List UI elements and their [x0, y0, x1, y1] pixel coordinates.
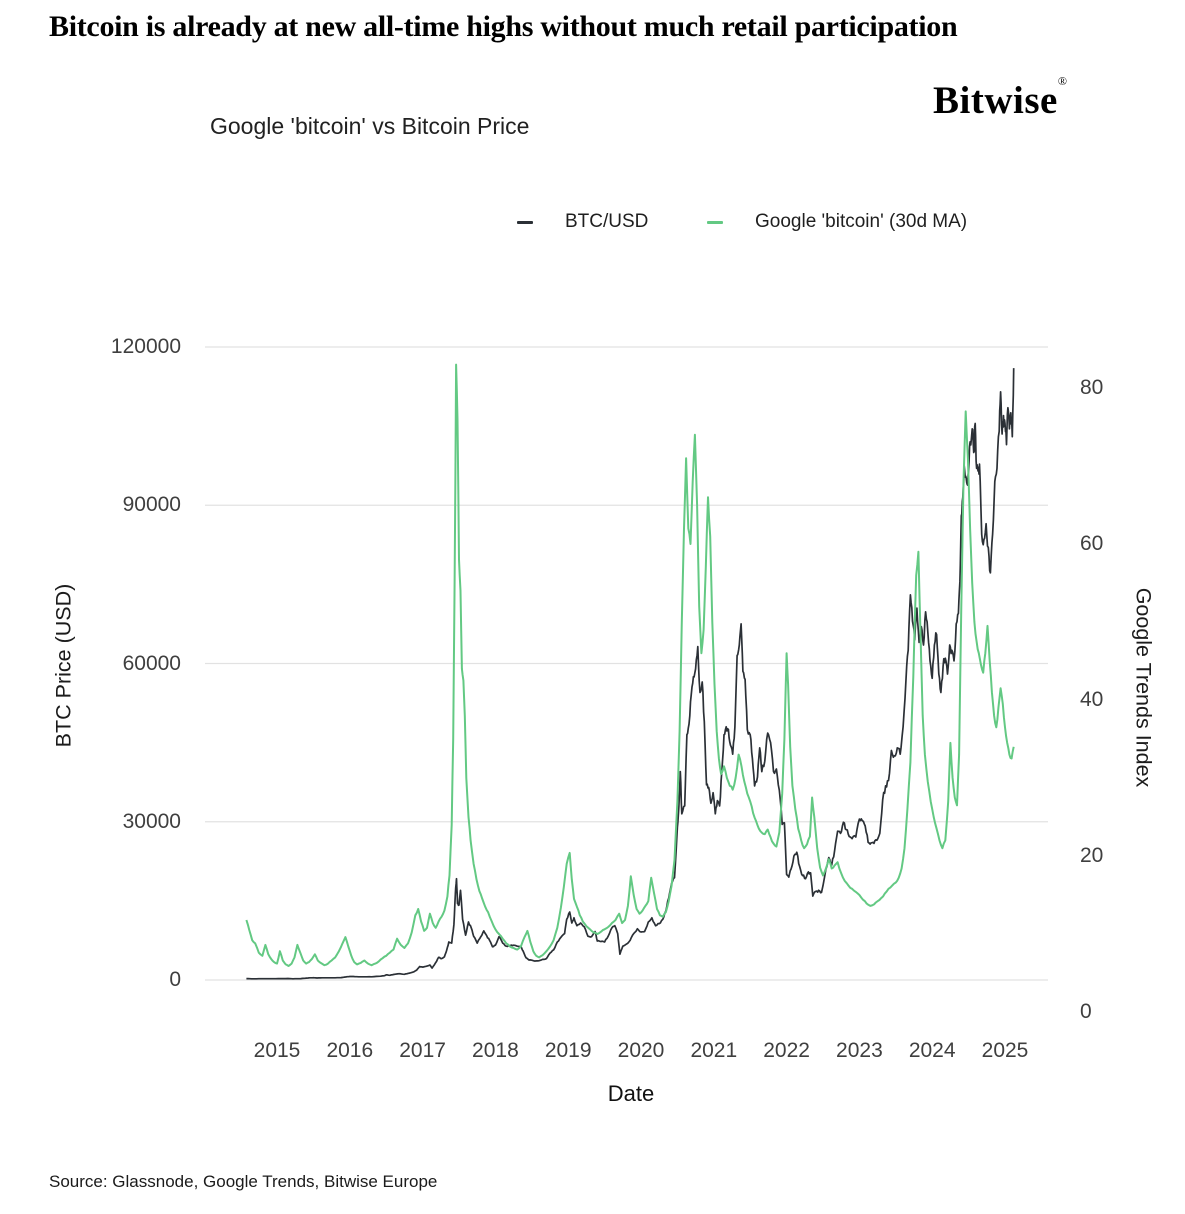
bitwise-logo-text: Bitwise — [933, 79, 1058, 122]
y-left-tick-label: 120000 — [110, 335, 181, 358]
x-tick-label: 2020 — [617, 1039, 665, 1062]
x-tick-label: 2019 — [544, 1039, 592, 1062]
legend-dash-icon — [707, 220, 723, 224]
y-left-tick-label: 0 — [169, 968, 181, 991]
y-left-tick-label: 30000 — [122, 809, 181, 833]
x-tick-label: 2015 — [253, 1039, 301, 1062]
registered-trademark-icon: ® — [1057, 74, 1067, 88]
y-axis-right-title: Google Trends Index — [1131, 587, 1156, 788]
legend-label: Google 'bitcoin' (30d MA) — [755, 211, 968, 232]
bitwise-logo: Bitwise® — [933, 74, 1067, 123]
x-axis-title: Date — [607, 1081, 655, 1106]
y-left-tick-label: 90000 — [122, 493, 181, 517]
legend-item: Google 'bitcoin' (30d MA) — [707, 211, 967, 233]
chart-title: Google 'bitcoin' vs Bitcoin Price — [210, 113, 530, 139]
x-tick-label: 2017 — [399, 1039, 446, 1062]
x-tick-label: 2024 — [908, 1039, 956, 1062]
y-left-tick-label: 60000 — [122, 651, 181, 675]
y-right-tick-label: 20 — [1080, 844, 1104, 867]
y-right-tick-label: 80 — [1080, 376, 1104, 399]
x-tick-label: 2022 — [763, 1039, 810, 1062]
y-right-tick-label: 40 — [1080, 688, 1104, 711]
source-note: Source: Glassnode, Google Trends, Bitwis… — [49, 1172, 438, 1191]
x-tick-label: 2023 — [836, 1039, 883, 1062]
page-title: Bitcoin is already at new all-time highs… — [49, 10, 958, 43]
x-tick-label: 2016 — [326, 1039, 374, 1062]
y-axis-left-title: BTC Price (USD) — [51, 583, 76, 748]
y-right-tick-label: 0 — [1080, 1000, 1092, 1023]
x-tick-label: 2018 — [472, 1039, 519, 1062]
chart-legend: BTC/USD Google 'bitcoin' (30d MA) — [0, 211, 1185, 241]
legend-dash-icon — [517, 220, 533, 224]
series-line-btc — [246, 368, 1015, 980]
series-line-trends — [245, 363, 1015, 967]
x-tick-label: 2025 — [981, 1039, 1029, 1062]
legend-item: BTC/USD — [517, 211, 648, 233]
legend-label: BTC/USD — [565, 211, 649, 232]
x-tick-label: 2021 — [690, 1039, 738, 1062]
y-right-tick-label: 60 — [1080, 532, 1104, 555]
